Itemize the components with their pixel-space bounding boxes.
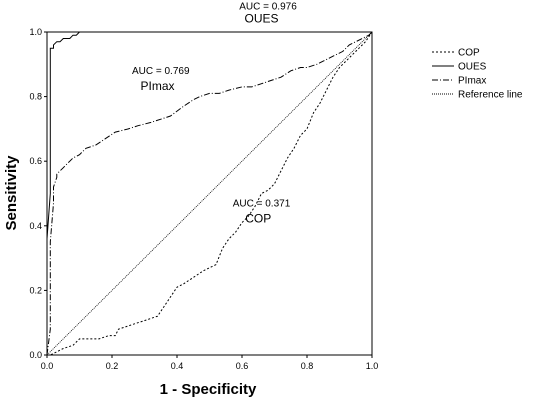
legend-label: OUES xyxy=(458,62,487,73)
x-tick-label: 0.6 xyxy=(236,361,249,371)
legend-label: COP xyxy=(458,48,480,59)
y-tick-label: 0.8 xyxy=(29,92,42,102)
axis-ticks: 0.0 0.2 0.4 0.6 0.8 1.0 0.0 0.2 0.4 0.6 0.8 1.0 xyxy=(29,27,378,371)
curve-label: OUES xyxy=(244,11,278,25)
series-line-cop xyxy=(47,31,373,356)
auc-value: AUC = 0.976 xyxy=(239,1,297,12)
series-line-reference-line xyxy=(46,31,373,356)
auc-value: AUC = 0.769 xyxy=(132,66,190,77)
legend-label: Reference line xyxy=(458,90,523,101)
y-tick-label: 0.2 xyxy=(29,285,42,295)
series-line-oues xyxy=(46,31,372,355)
auc-value: AUC = 0.371 xyxy=(233,198,291,209)
y-tick-label: 1.0 xyxy=(29,27,42,37)
x-tick-label: 0.0 xyxy=(41,361,54,371)
series-line-pimax xyxy=(46,31,373,356)
y-tick-label: 0.4 xyxy=(29,221,42,231)
y-tick-label: 0.6 xyxy=(29,156,42,166)
x-tick-label: 1.0 xyxy=(366,361,379,371)
y-tick-label: 0.0 xyxy=(29,350,42,360)
curve-label: COP xyxy=(245,212,271,226)
x-tick-label: 0.8 xyxy=(301,361,314,371)
legend-label: PImax xyxy=(458,76,486,87)
x-axis-title: 1 - Specificity xyxy=(160,381,257,398)
series-lines xyxy=(46,31,373,356)
y-axis-title: Sensitivity xyxy=(3,155,20,231)
legend: COP OUES PImax Reference line xyxy=(432,48,523,101)
curve-label: PImax xyxy=(140,79,174,93)
x-tick-label: 0.2 xyxy=(106,361,119,371)
x-tick-label: 0.4 xyxy=(171,361,184,371)
